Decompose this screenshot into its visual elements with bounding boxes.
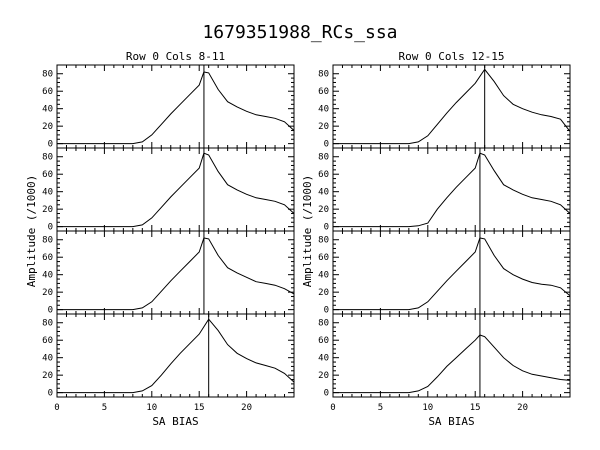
y-tick-label: 80 xyxy=(318,319,329,329)
y-tick-label: 0 xyxy=(324,389,329,399)
panel-1: 0 20 40 60 80 xyxy=(318,64,571,150)
y-tick-label: 40 xyxy=(318,354,329,364)
panel-frame xyxy=(332,313,571,398)
panel-frame xyxy=(56,230,295,315)
y-tick-label: 0 xyxy=(324,140,329,150)
panel-frame xyxy=(56,147,295,232)
y-tick-label: 60 xyxy=(318,87,329,97)
y-tick-label: 20 xyxy=(318,122,329,132)
y-tick-label: 40 xyxy=(318,271,329,281)
y-tick-label: 40 xyxy=(42,354,53,364)
panel-4: 0 20 40 60 80 xyxy=(318,313,571,399)
x-axis-label: SA BIAS xyxy=(428,415,474,428)
series-line xyxy=(57,318,295,394)
y-tick-label: 60 xyxy=(318,253,329,263)
y-tick-label: 20 xyxy=(318,288,329,298)
series-line xyxy=(333,237,571,311)
x-tick-label: 5 xyxy=(378,403,383,413)
y-tick-label: 80 xyxy=(318,70,329,80)
series-line xyxy=(333,152,571,228)
y-tick-label: 0 xyxy=(48,223,53,233)
y-tick-label: 80 xyxy=(42,236,53,246)
chart-columns: Row 0 Cols 8-11 0 20 40 60 80 0 20 40 60 80 0 20 40 60… xyxy=(25,50,571,428)
x-tick-label: 20 xyxy=(517,403,528,413)
y-tick-label: 40 xyxy=(42,271,53,281)
panel-frame xyxy=(56,313,295,398)
y-tick-label: 20 xyxy=(42,122,53,132)
panel-2: 0 20 40 60 80 xyxy=(42,147,295,233)
panel-3: 0 20 40 60 80 xyxy=(318,230,571,316)
x-axis-label: SA BIAS xyxy=(152,415,198,428)
series-line xyxy=(333,334,571,394)
panel-frame xyxy=(56,64,295,149)
x-tick-label: 5 xyxy=(102,403,107,413)
y-tick-label: 80 xyxy=(42,70,53,80)
series-line xyxy=(57,71,295,145)
y-tick-label: 60 xyxy=(42,170,53,180)
y-tick-label: 60 xyxy=(42,336,53,346)
column-title: Row 0 Cols 12-15 xyxy=(399,50,505,63)
y-tick-label: 40 xyxy=(42,105,53,115)
series-line xyxy=(57,237,295,311)
y-tick-label: 60 xyxy=(42,87,53,97)
column-title: Row 0 Cols 8-11 xyxy=(126,50,225,63)
y-tick-label: 0 xyxy=(48,306,53,316)
y-tick-label: 60 xyxy=(318,336,329,346)
y-tick-label: 60 xyxy=(318,170,329,180)
x-tick-label: 10 xyxy=(146,403,157,413)
y-tick-label: 40 xyxy=(318,188,329,198)
series-line xyxy=(57,152,295,228)
y-tick-label: 80 xyxy=(42,153,53,163)
y-axis-label: Amplitude (/1000) xyxy=(25,175,38,288)
y-tick-label: 80 xyxy=(42,319,53,329)
y-tick-label: 0 xyxy=(324,223,329,233)
y-tick-label: 20 xyxy=(42,371,53,381)
x-tick-label: 10 xyxy=(422,403,433,413)
x-tick-label: 0 xyxy=(330,403,335,413)
chart-column-2: Row 0 Cols 12-15 0 20 40 60 80 0 20 40 60 80 0 20 40 6… xyxy=(301,50,571,428)
y-tick-label: 20 xyxy=(42,288,53,298)
series-line xyxy=(333,68,571,145)
y-tick-label: 80 xyxy=(318,153,329,163)
x-tick-label: 0 xyxy=(54,403,59,413)
panel-3: 0 20 40 60 80 xyxy=(42,230,295,316)
y-axis-label: Amplitude (/1000) xyxy=(301,175,314,288)
y-tick-label: 40 xyxy=(318,105,329,115)
panel-frame xyxy=(332,64,571,149)
y-tick-label: 40 xyxy=(42,188,53,198)
y-tick-label: 20 xyxy=(318,371,329,381)
chart-column-1: Row 0 Cols 8-11 0 20 40 60 80 0 20 40 60 80 0 20 40 60… xyxy=(25,50,295,428)
y-tick-label: 0 xyxy=(48,389,53,399)
x-tick-label: 15 xyxy=(470,403,481,413)
y-tick-label: 60 xyxy=(42,253,53,263)
y-tick-label: 0 xyxy=(324,306,329,316)
x-tick-label: 15 xyxy=(194,403,205,413)
y-tick-label: 80 xyxy=(318,236,329,246)
panel-2: 0 20 40 60 80 xyxy=(318,147,571,233)
panel-4: 0 20 40 60 80 xyxy=(42,313,295,399)
y-tick-label: 0 xyxy=(48,140,53,150)
panel-1: 0 20 40 60 80 xyxy=(42,64,295,150)
panel-frame xyxy=(332,147,571,232)
y-tick-label: 20 xyxy=(318,205,329,215)
x-tick-label: 20 xyxy=(241,403,252,413)
panel-frame xyxy=(332,230,571,315)
figure-title: 1679351988_RCs_ssa xyxy=(202,22,397,43)
y-tick-label: 20 xyxy=(42,205,53,215)
